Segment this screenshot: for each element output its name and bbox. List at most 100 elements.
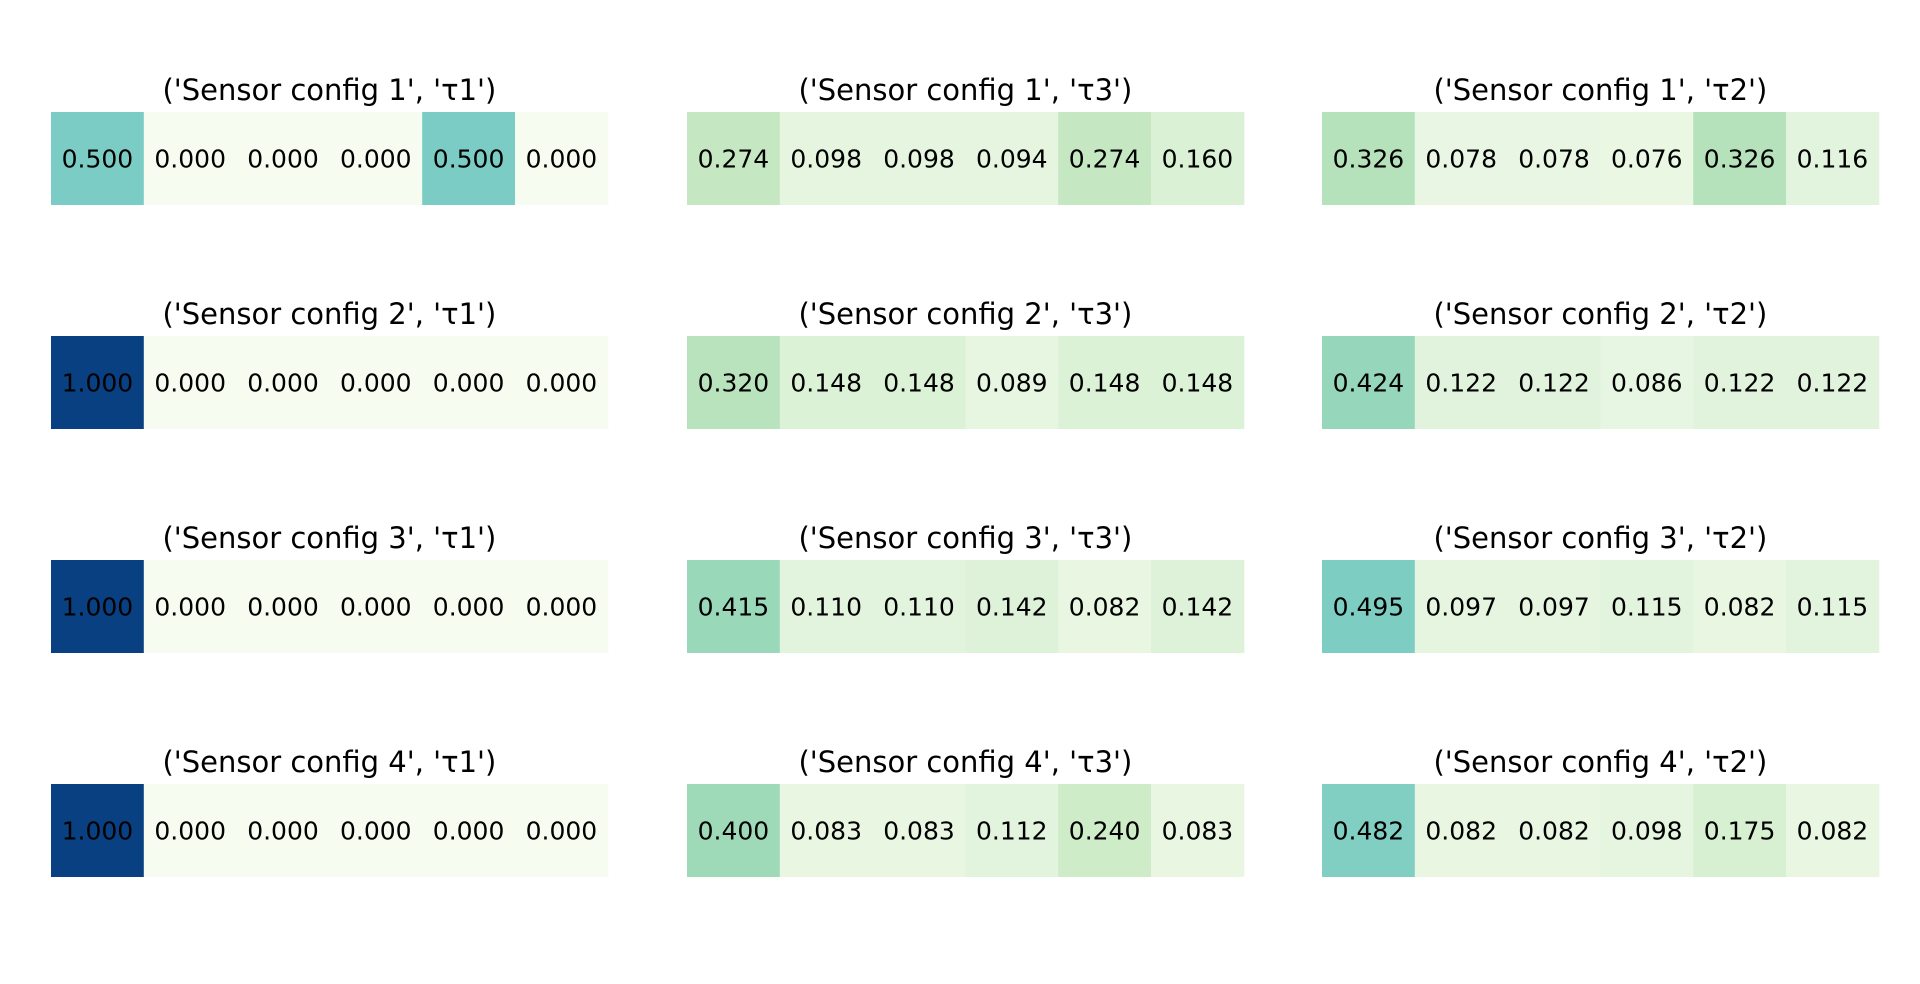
heatmap-cell <box>872 336 966 429</box>
heatmap-cell <box>422 560 516 653</box>
cell-value-label: 0.148 <box>1162 369 1234 398</box>
heatmap-cell <box>1414 560 1509 653</box>
cell-value-label: 0.078 <box>1425 145 1497 174</box>
heatmap-cell <box>687 560 781 653</box>
cell-value-label: 1.000 <box>62 369 134 398</box>
panel-title: ('Sensor config 2', 'τ3') <box>798 297 1132 331</box>
cell-value-label: 0.148 <box>1069 369 1141 398</box>
cell-value-label: 0.000 <box>340 817 412 846</box>
cell-value-label: 0.098 <box>790 145 862 174</box>
cell-value-label: 0.122 <box>1797 369 1869 398</box>
panel-title: ('Sensor config 1', 'τ1') <box>162 73 496 107</box>
heatmap-cell <box>1786 112 1880 205</box>
heatmap-cell <box>329 784 423 877</box>
heatmap-panel: ('Sensor config 3', 'τ1') 1.000 0.000 0.000… <box>51 521 609 653</box>
heatmap-cell <box>779 560 874 653</box>
cell-value-label: 0.482 <box>1333 817 1405 846</box>
heatmap-cell <box>1693 784 1787 877</box>
heatmap-cell <box>515 560 609 653</box>
heatmap-cell <box>236 560 330 653</box>
heatmap-cell <box>1693 336 1787 429</box>
cell-value-label: 0.000 <box>154 145 226 174</box>
heatmap-cell <box>51 560 145 653</box>
heatmap-cell <box>1058 560 1152 653</box>
cell-value-label: 0.082 <box>1069 593 1141 622</box>
cell-value-label: 0.500 <box>433 145 505 174</box>
cell-value-label: 0.122 <box>1425 369 1497 398</box>
heatmap-cell <box>1507 784 1601 877</box>
heatmap-cell <box>1322 336 1416 429</box>
heatmap-cell <box>51 784 145 877</box>
heatmap-cell <box>329 336 423 429</box>
cell-value-label: 0.094 <box>976 145 1048 174</box>
heatmap-cell <box>1786 784 1880 877</box>
cell-value-label: 1.000 <box>62 593 134 622</box>
heatmap-cell <box>422 784 516 877</box>
cell-value-label: 0.000 <box>247 145 319 174</box>
cell-value-label: 0.000 <box>340 593 412 622</box>
panel-title: ('Sensor config 3', 'τ2') <box>1433 521 1767 555</box>
cell-value-label: 0.000 <box>247 817 319 846</box>
heatmap-panel: ('Sensor config 1', 'τ1') 0.500 0.000 0.000… <box>51 73 609 205</box>
heatmap-cell <box>1151 784 1245 877</box>
heatmap-panel: ('Sensor config 1', 'τ2') 0.326 0.078 0.078… <box>1322 73 1880 205</box>
cell-value-label: 0.142 <box>1162 593 1234 622</box>
heatmap-cell <box>1600 784 1694 877</box>
heatmap-cell <box>965 112 1059 205</box>
heatmap-cell <box>1322 784 1416 877</box>
heatmap-panel: ('Sensor config 4', 'τ3') 0.400 0.083 0.083… <box>687 745 1245 877</box>
panel-title: ('Sensor config 3', 'τ1') <box>162 521 496 555</box>
cell-value-label: 0.240 <box>1069 817 1141 846</box>
cell-value-label: 0.000 <box>526 817 598 846</box>
heatmap-cell <box>1600 336 1694 429</box>
heatmap-panel: ('Sensor config 4', 'τ2') 0.482 0.082 0.082… <box>1322 745 1880 877</box>
cell-value-label: 0.076 <box>1611 145 1683 174</box>
cell-value-label: 0.500 <box>62 145 134 174</box>
cell-value-label: 0.098 <box>1611 817 1683 846</box>
cell-value-label: 0.082 <box>1425 817 1497 846</box>
cell-value-label: 0.000 <box>154 817 226 846</box>
cell-value-label: 0.000 <box>526 593 598 622</box>
cell-value-label: 0.083 <box>883 817 955 846</box>
cell-value-label: 0.082 <box>1518 817 1590 846</box>
cell-value-label: 0.089 <box>976 369 1048 398</box>
cell-value-label: 0.000 <box>154 593 226 622</box>
cell-value-label: 0.160 <box>1162 145 1234 174</box>
panel-title: ('Sensor config 4', 'τ2') <box>1433 745 1767 779</box>
cell-value-label: 0.326 <box>1704 145 1776 174</box>
heatmap-cell <box>236 336 330 429</box>
cell-value-label: 0.082 <box>1797 817 1869 846</box>
cell-value-label: 0.122 <box>1704 369 1776 398</box>
cell-value-label: 0.495 <box>1333 593 1405 622</box>
cell-value-label: 0.097 <box>1425 593 1497 622</box>
heatmap-panel: ('Sensor config 1', 'τ3') 0.274 0.098 0.098… <box>687 73 1245 205</box>
heatmap-cell <box>236 784 330 877</box>
cell-value-label: 0.400 <box>698 817 770 846</box>
cell-value-label: 0.000 <box>247 593 319 622</box>
cell-value-label: 0.000 <box>340 369 412 398</box>
heatmap-cell <box>1600 112 1694 205</box>
heatmap-cell <box>143 112 238 205</box>
heatmap-panel: ('Sensor config 3', 'τ2') 0.495 0.097 0.097… <box>1322 521 1880 653</box>
cell-value-label: 0.086 <box>1611 369 1683 398</box>
heatmap-cell <box>1414 336 1509 429</box>
heatmap-cell <box>143 336 238 429</box>
cell-value-label: 0.274 <box>1069 145 1141 174</box>
cell-value-label: 0.098 <box>883 145 955 174</box>
cell-value-label: 0.175 <box>1704 817 1776 846</box>
cell-value-label: 0.424 <box>1333 369 1405 398</box>
cell-value-label: 0.000 <box>433 593 505 622</box>
heatmap-cell <box>1507 112 1601 205</box>
heatmap-cell <box>143 784 238 877</box>
cell-value-label: 0.083 <box>1162 817 1234 846</box>
heatmap-cell <box>1151 560 1245 653</box>
heatmap-cell <box>965 784 1059 877</box>
panel-title: ('Sensor config 4', 'τ1') <box>162 745 496 779</box>
panel-title: ('Sensor config 4', 'τ3') <box>798 745 1132 779</box>
panel-title: ('Sensor config 1', 'τ2') <box>1433 73 1767 107</box>
heatmap-cell <box>965 560 1059 653</box>
heatmap-cell <box>236 112 330 205</box>
heatmap-panel: ('Sensor config 3', 'τ3') 0.415 0.110 0.110… <box>687 521 1245 653</box>
heatmap-cell <box>1322 112 1416 205</box>
heatmap-panel: ('Sensor config 2', 'τ3') 0.320 0.148 0.148… <box>687 297 1245 429</box>
